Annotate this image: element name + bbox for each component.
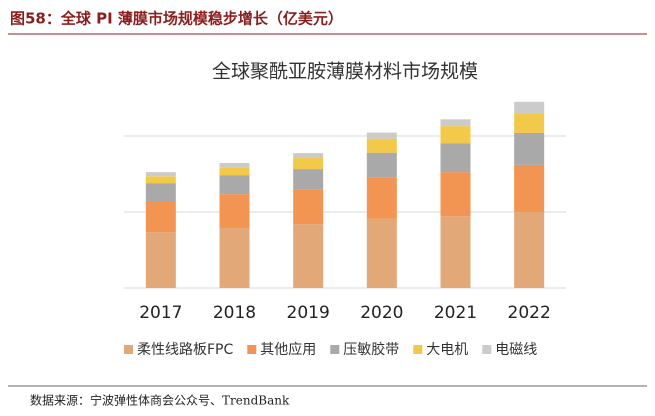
- bar-segment: [219, 175, 250, 195]
- x-tick-label: 2017: [139, 303, 182, 323]
- bar-segment: [293, 224, 324, 288]
- bar-segment: [145, 200, 176, 233]
- bar-segment: [440, 119, 471, 127]
- bar-segment: [514, 164, 545, 212]
- bar-segment: [440, 126, 471, 144]
- bar-segment: [219, 162, 250, 168]
- bar-segment: [366, 177, 397, 219]
- legend-swatch: [247, 345, 257, 354]
- bar-segment: [440, 216, 471, 288]
- legend-swatch: [413, 345, 423, 354]
- legend-swatch: [330, 345, 340, 354]
- legend-swatch: [482, 345, 492, 354]
- bar-segment: [514, 132, 545, 165]
- legend-label: 大电机: [426, 342, 468, 358]
- bar-segment: [293, 189, 324, 225]
- bar-segment: [366, 152, 397, 178]
- bar-segment: [219, 167, 250, 176]
- bar-segment: [219, 194, 250, 228]
- bar-segment: [145, 172, 176, 177]
- chart-title: 全球聚酰亚胺薄膜材料市场规模: [212, 61, 478, 83]
- bar-segment: [293, 153, 324, 159]
- bar-segment: [366, 218, 397, 288]
- source: 数据来源：宁波弹性体商会公众号、TrendBank: [30, 393, 290, 408]
- bar-segment: [514, 101, 545, 114]
- bar-segment: [293, 169, 324, 190]
- legend-label: 柔性线路板FPC: [137, 342, 233, 358]
- x-tick-label: 2021: [434, 303, 477, 323]
- x-tick-label: 2022: [508, 303, 551, 323]
- bar-segment: [440, 172, 471, 217]
- legend-label: 电磁线: [495, 342, 537, 358]
- bar-segment: [145, 183, 176, 201]
- bar-segment: [366, 138, 397, 153]
- x-tick-label: 2018: [213, 303, 256, 323]
- figure-caption: 图58：全球 PI 薄膜市场规模稳步增长（亿美元）: [10, 10, 343, 28]
- bar-segment: [366, 132, 397, 139]
- x-tick-label: 2020: [360, 303, 403, 323]
- bar-segment: [514, 212, 545, 288]
- bar-segment: [440, 143, 471, 173]
- bar-segment: [219, 227, 250, 288]
- legend-swatch: [124, 345, 133, 354]
- legend-label: 压敏胶带: [343, 341, 399, 358]
- bar-segment: [514, 113, 545, 133]
- x-tick-label: 2019: [287, 303, 330, 323]
- bar-segment: [145, 232, 176, 288]
- bar-segment: [293, 158, 324, 170]
- legend-label: 其他应用: [260, 341, 316, 358]
- bar-segment: [145, 176, 176, 184]
